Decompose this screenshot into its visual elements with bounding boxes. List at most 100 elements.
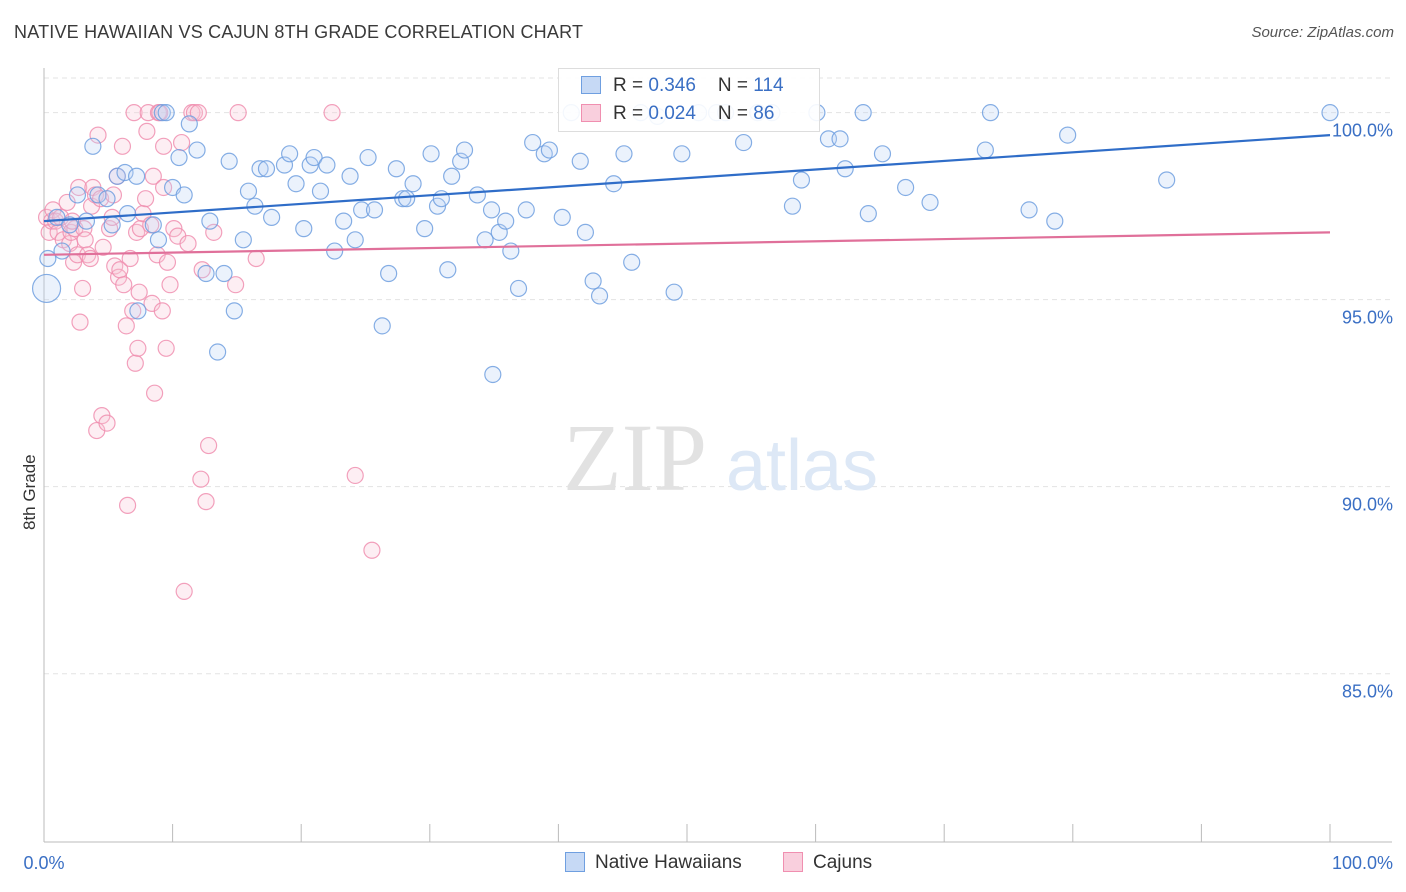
native-hawaiians-points [31,104,1339,384]
native-hawaiians-point [854,104,872,122]
native-hawaiians-trend-line [43,134,1331,223]
native-hawaiians-point [326,242,344,260]
native-hawaiians-point [590,287,609,305]
cajuns-point [131,220,150,238]
native-hawaiians-point [365,201,384,219]
legend-swatch-pink [783,852,803,872]
cajuns-point [126,354,144,372]
native-hawaiians-point [39,249,57,268]
native-hawaiians-point [422,145,440,163]
native-hawaiians-point [482,201,501,219]
cajuns-point [71,313,89,331]
native-hawaiians-point [98,190,116,208]
native-hawaiians-point [373,317,391,335]
native-hawaiians-point [127,167,146,185]
cajuns-point [205,223,223,241]
r-label: R = [613,75,649,96]
native-hawaiians-point [103,216,121,234]
native-hawaiians-point [144,216,162,234]
native-hawaiians-point [157,104,175,122]
native-hawaiians-point [452,152,470,170]
cajuns-point [145,384,164,402]
native-hawaiians-point [380,264,398,283]
native-hawaiians-point [623,253,641,271]
native-hawaiians-point [1059,126,1077,144]
cajuns-point [118,496,137,514]
cajuns-point [158,253,177,271]
native-hawaiians-point [443,167,461,185]
cajuns-point [144,167,162,185]
n-label: N = [717,103,754,124]
native-hawaiians-point [476,231,494,249]
cajuns-point [113,137,132,155]
native-hawaiians-point [77,212,96,230]
legend-label: Native Hawaiians [595,852,742,873]
native-hawaiians-point [387,160,405,178]
native-hawaiians-point [584,272,602,290]
watermark-zip: ZIP [563,404,707,511]
native-hawaiians-point [524,133,542,152]
native-hawaiians-point [897,178,915,197]
legend-swatch-blue [581,76,601,94]
native-hawaiians-point [68,186,87,204]
cajuns-point [363,541,381,559]
legend-item-native-hawaiians: Native Hawaiians [565,852,742,874]
native-hawaiians-point [553,208,571,226]
cajuns-point [227,276,245,294]
native-hawaiians-point [31,273,62,304]
native-hawaiians-point [281,145,299,163]
y-tick-label: 85.0% [1342,682,1393,702]
y-tick-label: 100.0% [1332,121,1393,141]
native-hawaiians-point [1046,212,1064,230]
x-tick-label: 100.0% [1332,853,1393,873]
native-hawaiians-point [263,208,281,226]
native-hawaiians-point [734,133,753,152]
cajuns-point [136,190,155,208]
n-value: 86 [753,103,775,124]
y-tick-label: 95.0% [1342,308,1393,328]
cajuns-point [124,302,142,320]
cajuns-point [153,302,171,320]
cajuns-point [130,283,148,301]
native-hawaiians-point [353,201,371,219]
cajuns-point [192,470,210,488]
native-hawaiians-point [346,231,364,249]
cajuns-point [138,122,156,140]
native-hawaiians-point [251,160,269,178]
trend-lines [43,134,1331,256]
native-hawaiians-point [792,171,811,189]
cajuns-point [179,234,197,253]
cajuns-point [129,339,147,357]
native-hawaiians-point [275,156,294,174]
native-hawaiians-point [341,167,359,185]
legend-item-cajuns: Cajuns [783,852,872,874]
native-hawaiians-point [225,302,243,320]
native-hawaiians-point [129,302,147,320]
native-hawaiians-point [398,190,416,208]
cajuns-point [89,126,107,144]
native-hawaiians-point [783,197,802,215]
y-tick-label: 90.0% [1342,495,1393,515]
native-hawaiians-point [89,186,107,204]
cajuns-point [125,104,143,122]
chart-title: NATIVE HAWAIIAN VS CAJUN 8TH GRADE CORRE… [14,22,584,42]
cajuns-point [175,582,193,601]
native-hawaiians-point [665,283,683,301]
native-hawaiians-point [305,148,323,167]
source-label: Source: ZipAtlas.com [1251,24,1394,41]
native-hawaiians-point [921,193,939,212]
cajuns-point [229,104,247,122]
native-hawaiians-point [976,141,994,159]
native-hawaiians-point [257,160,276,178]
native-hawaiians-point [859,205,877,223]
native-hawaiians-point [439,261,457,279]
tick-labels: 100.0% 95.0% 90.0% 85.0% 0.0% 100.0% [23,121,1393,873]
r-value: 0.346 [648,75,696,96]
cajuns-point [121,249,139,268]
cajuns-point [185,104,204,122]
native-hawaiians-point [359,148,377,167]
native-hawaiians-point [831,130,849,148]
cajuns-trend-line [43,231,1331,256]
native-hawaiians-point [540,141,558,159]
native-hawaiians-point [220,152,238,170]
